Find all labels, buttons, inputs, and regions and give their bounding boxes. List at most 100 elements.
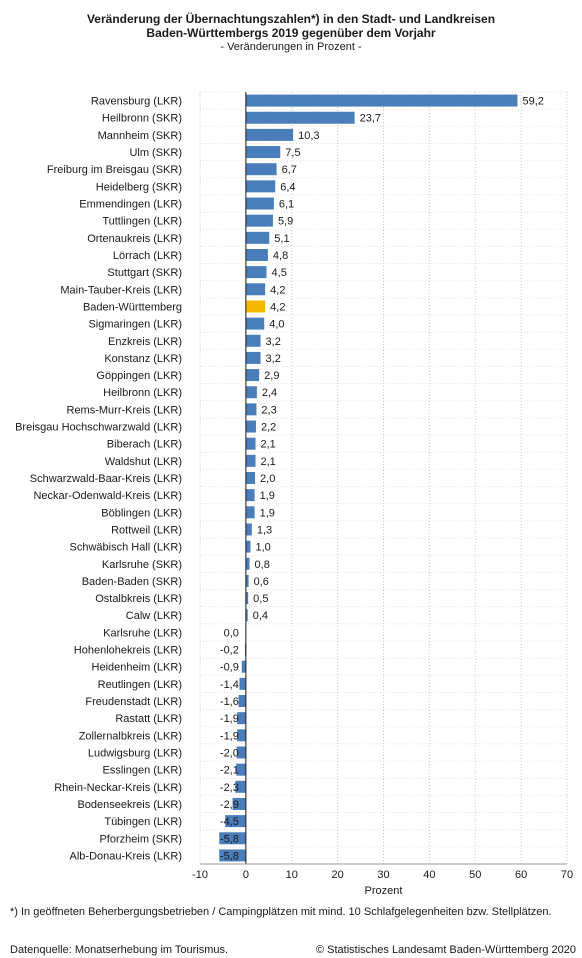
category-label: Ostalbkreis (LKR) (95, 593, 182, 605)
value-label: 6,1 (279, 199, 294, 211)
bar-2 (245, 128, 294, 141)
bar-6 (245, 197, 274, 210)
chart-title: Veränderung der Übernachtungszahlen*) in… (0, 12, 582, 40)
category-label: Emmendingen (LKR) (79, 199, 182, 211)
value-label: 0,6 (254, 576, 269, 588)
category-label: Konstanz (LKR) (104, 353, 182, 365)
value-label: -1,9 (220, 713, 239, 725)
bar-38 (236, 746, 246, 759)
value-label: 3,2 (266, 353, 281, 365)
category-label: Rottweil (LKR) (111, 524, 182, 536)
value-label: 1,9 (260, 507, 275, 519)
value-label: 4,2 (270, 284, 285, 296)
value-label: 0,0 (224, 627, 239, 639)
category-label: Rems-Murr-Kreis (LKR) (67, 404, 183, 416)
value-label: -2,3 (220, 782, 239, 794)
value-label: 59,2 (522, 96, 543, 108)
bar-0 (245, 94, 518, 107)
value-label: 7,5 (285, 147, 300, 159)
category-label: Zollernalbkreis (LKR) (79, 730, 182, 742)
category-label: Ravensburg (LKR) (91, 96, 182, 108)
bar-9 (245, 248, 268, 261)
value-label: -5,8 (220, 833, 239, 845)
value-label: -1,9 (220, 730, 239, 742)
value-label: 0,8 (255, 559, 270, 571)
value-label: 10,3 (298, 130, 319, 142)
x-tick-label: 50 (469, 869, 481, 881)
value-label: 1,0 (255, 542, 270, 554)
bar-10 (245, 266, 267, 279)
category-label: Schwarzwald-Baar-Kreis (LKR) (30, 473, 182, 485)
category-label: Main-Tauber-Kreis (LKR) (60, 284, 182, 296)
bar-29 (245, 592, 249, 605)
bar-14 (245, 334, 261, 347)
category-label: Bodenseekreis (LKR) (77, 799, 182, 811)
category-label: Breisgau Hochschwarzwald (LKR) (15, 422, 182, 434)
bar-19 (245, 420, 256, 433)
value-label: -2,9 (220, 799, 239, 811)
bar-4 (245, 163, 277, 176)
x-tick-label: -10 (192, 869, 208, 881)
category-label: Heilbronn (LKR) (103, 387, 182, 399)
value-label: -2,1 (220, 765, 239, 777)
chart-title-line-1: Veränderung der Übernachtungszahlen*) in… (86, 12, 496, 26)
bar-43 (219, 832, 246, 845)
value-label: 2,3 (261, 404, 276, 416)
value-label: 5,9 (278, 216, 293, 228)
bar-8 (245, 231, 270, 244)
category-label: Calw (LKR) (126, 610, 182, 622)
category-label: Tuttlingen (LKR) (102, 216, 182, 228)
category-label: Baden-Württemberg (83, 301, 182, 313)
value-label: 0,4 (253, 610, 268, 622)
bar-35 (238, 695, 246, 708)
category-label: Ortenaukreis (LKR) (87, 233, 182, 245)
category-label: Waldshut (LKR) (105, 456, 182, 468)
category-label: Stuttgart (SKR) (107, 267, 182, 279)
category-label: Freiburg im Breisgau (SKR) (47, 164, 182, 176)
value-label: -2,0 (220, 747, 239, 759)
chart-title-line-2: Baden-Württembergs 2019 gegenüber dem Vo… (146, 26, 436, 40)
bar-41 (232, 797, 246, 810)
x-tick-label: 40 (423, 869, 435, 881)
x-tick-label: 20 (332, 869, 344, 881)
category-label: Sigmaringen (LKR) (88, 319, 182, 331)
bar-44 (219, 849, 246, 862)
x-tick-label: 0 (243, 869, 249, 881)
value-label: 6,7 (282, 164, 297, 176)
category-label: Ulm (SKR) (129, 147, 182, 159)
bar-27 (245, 557, 250, 570)
category-label: Lörrach (LKR) (113, 250, 182, 262)
bar-30 (245, 609, 248, 622)
footnote: *) In geöffneten Beherbergungsbetrieben … (10, 906, 552, 918)
category-label: Böblingen (LKR) (101, 507, 182, 519)
value-label: 4,8 (273, 250, 288, 262)
bar-17 (245, 386, 257, 399)
bar-36 (237, 712, 246, 725)
x-tick-label: 30 (377, 869, 389, 881)
category-label: Tübingen (LKR) (104, 816, 182, 828)
bar-13 (245, 317, 265, 330)
value-label: 1,9 (260, 490, 275, 502)
category-label: Reutlingen (LKR) (98, 679, 182, 691)
category-label: Göppingen (LKR) (96, 370, 182, 382)
copyright: © Statistisches Landesamt Baden-Württemb… (315, 944, 576, 956)
value-label: 23,7 (360, 113, 381, 125)
bar-chart: Ravensburg (LKR) 59,2 Heilbronn (SKR) 23,7 M… (15, 91, 573, 897)
bar-24 (245, 506, 255, 519)
bar-5 (245, 180, 276, 193)
value-label: 2,4 (262, 387, 277, 399)
value-label: 4,0 (269, 319, 284, 331)
category-label: Karlsruhe (SKR) (102, 559, 182, 571)
category-label: Pforzheim (SKR) (99, 833, 182, 845)
category-label: Heidelberg (SKR) (96, 181, 182, 193)
category-label: Heilbronn (SKR) (102, 113, 182, 125)
category-label: Biberach (LKR) (107, 439, 182, 451)
bar-34 (239, 677, 246, 690)
bar-25 (245, 523, 252, 536)
category-label: Schwäbisch Hall (LKR) (70, 542, 182, 554)
bar-12 (245, 300, 266, 313)
value-label: -1,4 (220, 679, 239, 691)
x-axis-title: Prozent (365, 885, 403, 897)
value-label: -1,6 (220, 696, 239, 708)
value-label: 0,5 (253, 593, 268, 605)
